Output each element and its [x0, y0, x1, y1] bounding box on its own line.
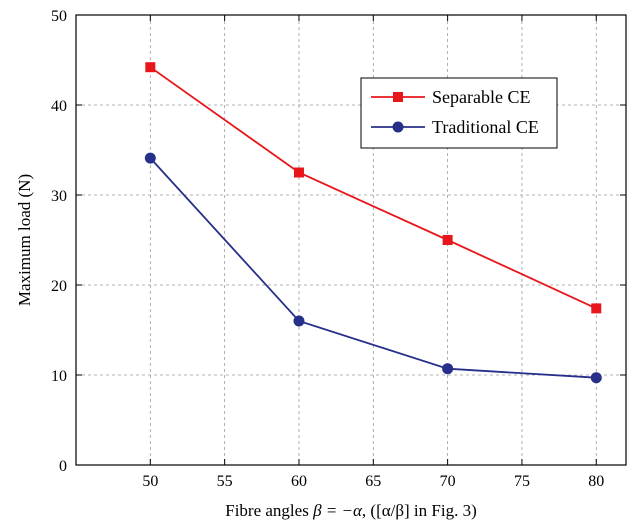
y-tick-label: 40	[51, 98, 67, 115]
y-axis-label: Maximum load (N)	[15, 174, 34, 306]
legend-marker	[392, 121, 404, 133]
series-1	[144, 152, 602, 384]
circle-data-point	[590, 372, 602, 384]
x-tick-label: 60	[291, 473, 307, 490]
square-data-point	[591, 303, 602, 314]
legend-label: Traditional CE	[432, 117, 539, 137]
series-0	[145, 62, 602, 314]
x-tick-label: 70	[440, 473, 456, 490]
series-layer	[144, 62, 602, 384]
x-tick-label: 55	[217, 473, 233, 490]
circle-data-point	[293, 315, 305, 327]
x-tick-label: 75	[514, 473, 530, 490]
y-tick-label: 30	[51, 188, 67, 205]
series-line	[149, 66, 597, 310]
x-axis-label-math: β = −α	[312, 501, 363, 520]
legend-marker	[393, 92, 403, 102]
square-data-point	[145, 62, 156, 73]
y-tick-label: 0	[59, 458, 67, 475]
legend-box	[360, 77, 558, 149]
circle-data-point	[442, 363, 454, 375]
square-data-point	[442, 235, 453, 245]
x-axis-label-suffix: , ([α/β] in Fig. 3)	[362, 501, 477, 520]
circle-data-point	[144, 152, 156, 164]
plot-frame	[75, 14, 627, 466]
series-line	[149, 157, 597, 379]
legend: Separable CE Traditional CE	[360, 77, 558, 149]
x-tick-label: 65	[365, 473, 381, 490]
x-tick-label: 50	[142, 473, 158, 490]
x-axis-label: Fibre angles β = −α, ([α/β] in Fig. 3)	[225, 501, 477, 520]
y-tick-label: 10	[51, 368, 67, 385]
y-tick-label: 20	[51, 278, 67, 295]
legend-label: Separable CE	[432, 87, 530, 107]
y-tick-label: 50	[51, 8, 67, 25]
axis-ticks: 50 55 60 65 70 75 80 0 10 20 30 40 50	[51, 8, 626, 490]
x-axis-label-prefix: Fibre angles	[225, 501, 313, 520]
x-tick-label: 80	[588, 473, 604, 490]
square-data-point	[293, 167, 304, 178]
